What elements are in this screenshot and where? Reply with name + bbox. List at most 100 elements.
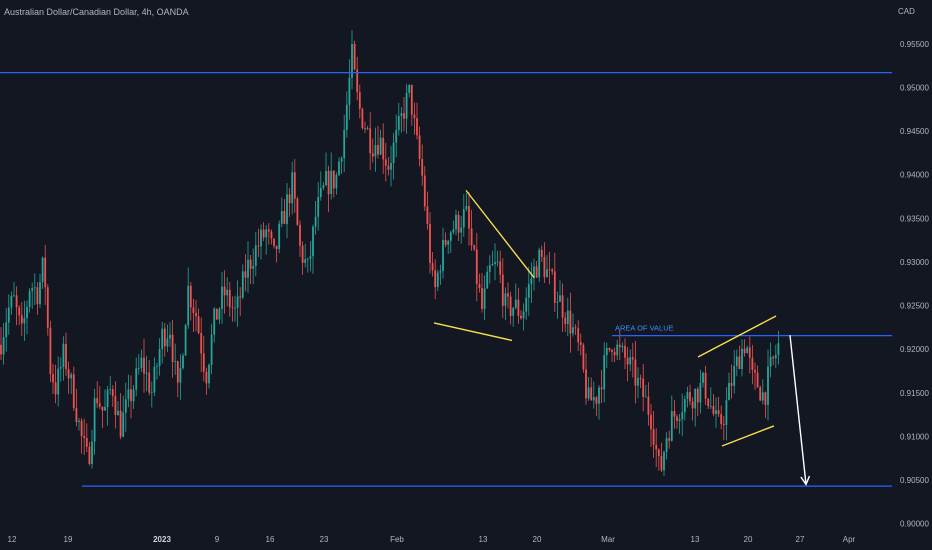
candle	[535, 260, 538, 278]
candle	[631, 343, 634, 378]
candle	[455, 209, 457, 236]
candle-body	[143, 357, 145, 374]
candle	[629, 349, 632, 372]
candle-body	[332, 170, 335, 189]
candle-body	[122, 412, 125, 437]
candle-body	[709, 406, 712, 407]
candle-body	[553, 271, 556, 303]
candle-body	[702, 372, 704, 383]
candle	[135, 357, 138, 397]
time-axis[interactable]: 12 19 2023 9 16 23 Feb 13 20 Mar 13 20 27 Apr	[8, 535, 856, 544]
candle	[525, 287, 528, 320]
candle	[751, 344, 754, 385]
candle	[390, 146, 392, 187]
candle-body	[400, 113, 403, 116]
candle	[499, 250, 502, 284]
candle-body	[189, 285, 192, 308]
candle-body	[683, 398, 686, 413]
candle-body	[15, 295, 18, 308]
candle-body	[574, 327, 577, 329]
candle-body	[158, 349, 161, 366]
candle	[395, 114, 398, 158]
trend-line	[721, 425, 775, 447]
candle-body	[262, 229, 265, 238]
candle-body	[322, 185, 325, 188]
candle-body	[296, 198, 299, 225]
candle-body	[340, 158, 343, 162]
candle	[377, 125, 379, 159]
candle	[559, 280, 561, 302]
candle-body	[449, 232, 452, 241]
candle-body	[743, 348, 746, 354]
candle-body	[361, 108, 364, 129]
candle	[416, 102, 418, 140]
candle	[169, 322, 171, 347]
candle-body	[442, 240, 444, 272]
candle	[647, 382, 650, 426]
candle	[507, 282, 509, 309]
candle	[608, 347, 611, 353]
candle	[527, 266, 530, 316]
candle	[488, 255, 491, 284]
candle	[293, 158, 296, 213]
candle-body	[72, 374, 75, 409]
candle-body	[431, 262, 434, 271]
candle	[91, 429, 93, 469]
candle	[397, 102, 400, 136]
candle-body	[327, 170, 330, 195]
candle	[156, 362, 158, 380]
candle-body	[527, 284, 530, 298]
candle-body	[691, 401, 694, 409]
candle	[213, 307, 216, 343]
candle	[278, 220, 281, 254]
candle	[361, 107, 364, 130]
candle-body	[494, 262, 496, 264]
candle	[670, 395, 673, 442]
candle-body	[241, 271, 244, 298]
candle-body	[564, 317, 567, 325]
candle-body	[486, 271, 489, 289]
candle	[696, 386, 699, 417]
candle-body	[772, 356, 775, 359]
candle	[184, 323, 187, 356]
candle-body	[455, 214, 457, 230]
candle-body	[694, 388, 697, 409]
candle	[574, 324, 577, 335]
candle	[735, 349, 738, 377]
candle-body	[244, 271, 247, 278]
price-axis[interactable]: 0.95500 0.95000 0.94500 0.94000 0.93500 0.930…	[900, 40, 929, 529]
candle	[431, 252, 434, 277]
candle	[504, 287, 507, 321]
candle	[624, 338, 626, 370]
candle-body	[408, 84, 411, 93]
candle-body	[171, 334, 174, 362]
candle-body	[548, 269, 551, 271]
candle	[39, 273, 41, 308]
candle	[304, 243, 307, 268]
candle-body	[197, 316, 200, 334]
candle-body	[286, 194, 288, 224]
candle-body	[338, 161, 340, 175]
candle-body	[23, 318, 26, 324]
candle	[676, 414, 678, 429]
candle	[538, 247, 541, 283]
candle	[150, 381, 153, 408]
candle-body	[161, 328, 164, 350]
candle-body	[551, 269, 554, 272]
candle-body	[236, 296, 239, 308]
y-tick-label: 0.92000	[900, 345, 929, 354]
candle	[699, 369, 702, 414]
candle-body	[228, 289, 231, 308]
candle-body	[462, 209, 465, 228]
candle	[52, 363, 54, 394]
candle	[348, 59, 351, 120]
candle	[655, 428, 658, 468]
candle-body	[371, 153, 374, 157]
candle-body	[309, 256, 312, 259]
x-tick-label: 13	[479, 535, 488, 544]
candle	[111, 385, 114, 407]
candle	[730, 364, 733, 399]
candle-body	[195, 312, 197, 317]
candle	[613, 347, 616, 363]
